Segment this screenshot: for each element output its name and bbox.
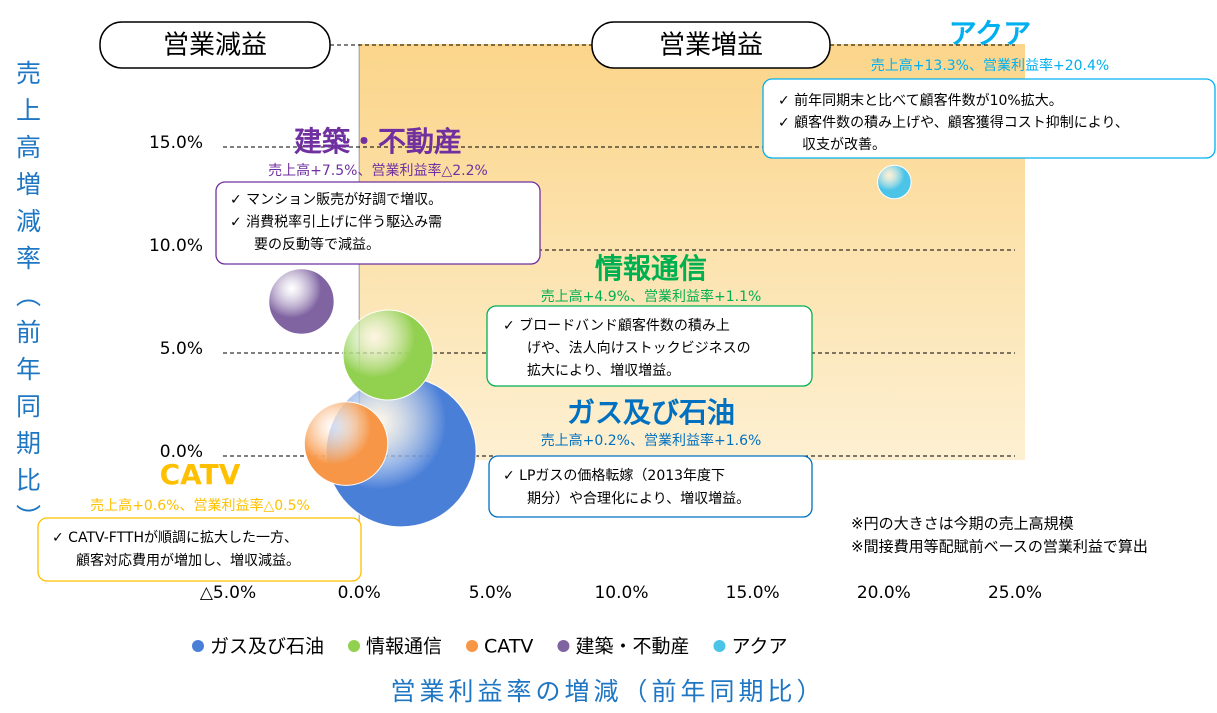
x-tick-label: △5.0% — [200, 583, 256, 603]
comment-box — [486, 305, 813, 387]
series-annotation-title: 建築・不動産 — [294, 125, 462, 158]
series-annotation-title: ガス及び石油 — [567, 396, 735, 429]
x-tick-label: 5.0% — [469, 583, 512, 603]
legend-label: 情報通信 — [366, 636, 442, 658]
bubble — [303, 401, 389, 486]
comment-box — [762, 78, 1216, 159]
y-tick-label: 10.0% — [149, 236, 203, 256]
comment-line: ✓ 顧客件数の積み上げや、顧客獲得コスト抑制により、 — [778, 114, 1129, 131]
comment-box — [215, 181, 541, 265]
x-tick-label: 15.0% — [726, 583, 780, 603]
x-axis-title: 営業利益率の増減（前年同期比） — [390, 677, 825, 706]
footnote: ※間接費用等配賦前ベースの営業利益で算出 — [851, 538, 1148, 556]
legend-marker — [713, 640, 726, 652]
x-tick-label: 25.0% — [988, 583, 1042, 603]
y-tick-label: 0.0% — [160, 442, 203, 462]
x-tick-label: 20.0% — [857, 583, 911, 603]
bubble — [268, 268, 335, 335]
series-annotation-note: 売上高+0.2%、営業利益率+1.6% — [541, 432, 762, 449]
y-tick-label: 5.0% — [160, 339, 203, 359]
quadrant-header: 営業減益 — [163, 31, 267, 61]
bubble — [877, 164, 912, 200]
y-axis-title: 売上高増減率（前年同期比） — [13, 60, 42, 541]
series-annotation-note: 売上高+13.3%、営業利益率+20.4% — [871, 57, 1109, 74]
legend-marker — [466, 640, 479, 652]
series-annotation-title: アクア — [949, 17, 1032, 50]
series-annotation-note: 売上高+4.9%、営業利益率+1.1% — [541, 288, 762, 305]
series-annotation-title: 情報通信 — [595, 252, 707, 285]
series-annotation-note: 売上高+0.6%、営業利益率△0.5% — [90, 497, 310, 514]
series-annotation-title: CATV — [160, 458, 241, 491]
legend-label: アクア — [731, 636, 787, 658]
quadrant-header-box — [99, 21, 331, 69]
bubble — [342, 309, 434, 401]
comment-line: ✓ CATV-FTTHが順調に拡大した一方、 — [52, 530, 298, 546]
footnote: ※円の大きさは今期の売上高規模 — [851, 515, 1074, 533]
quadrant-header-box — [591, 21, 831, 69]
comment-line: げや、法人向けストックビジネスの — [527, 341, 751, 357]
comment-line: 要の反動等で減益。 — [254, 236, 380, 253]
series-annotation-note: 売上高+7.5%、営業利益率△2.2% — [268, 162, 488, 179]
legend-marker — [348, 640, 361, 652]
comment-line: ✓ LPガスの価格転嫁（2013年度下 — [503, 468, 725, 484]
comment-box — [488, 455, 813, 518]
legend-label: CATV — [484, 636, 533, 658]
comment-line: ✓ 前年同期末と比べて顧客件数が10%拡大。 — [778, 92, 1063, 109]
legend-label: ガス及び石油 — [210, 636, 324, 658]
comment-line: ✓ 消費税率引上げに伴う駆込み需 — [230, 214, 442, 231]
legend-label: 建築・不動産 — [575, 636, 689, 658]
comment-line: ✓ ブロードバンド顧客件数の積み上 — [503, 317, 730, 334]
comment-line: ✓ マンション販売が好調で増収。 — [230, 192, 442, 208]
y-tick-label: 15.0% — [149, 133, 203, 153]
legend-marker — [557, 640, 570, 652]
comment-line: 収支が改善。 — [802, 137, 886, 153]
x-tick-label: 10.0% — [594, 583, 648, 603]
legend-marker — [192, 640, 204, 652]
comment-line: 期分）や合理化により、増収増益。 — [527, 491, 750, 507]
x-tick-label: 0.0% — [338, 583, 381, 603]
quadrant-header: 営業増益 — [659, 31, 763, 61]
comment-line: 顧客対応費用が増加し、増収減益。 — [76, 552, 300, 569]
comment-box — [37, 517, 362, 582]
comment-line: 拡大により、増収増益。 — [527, 363, 680, 379]
